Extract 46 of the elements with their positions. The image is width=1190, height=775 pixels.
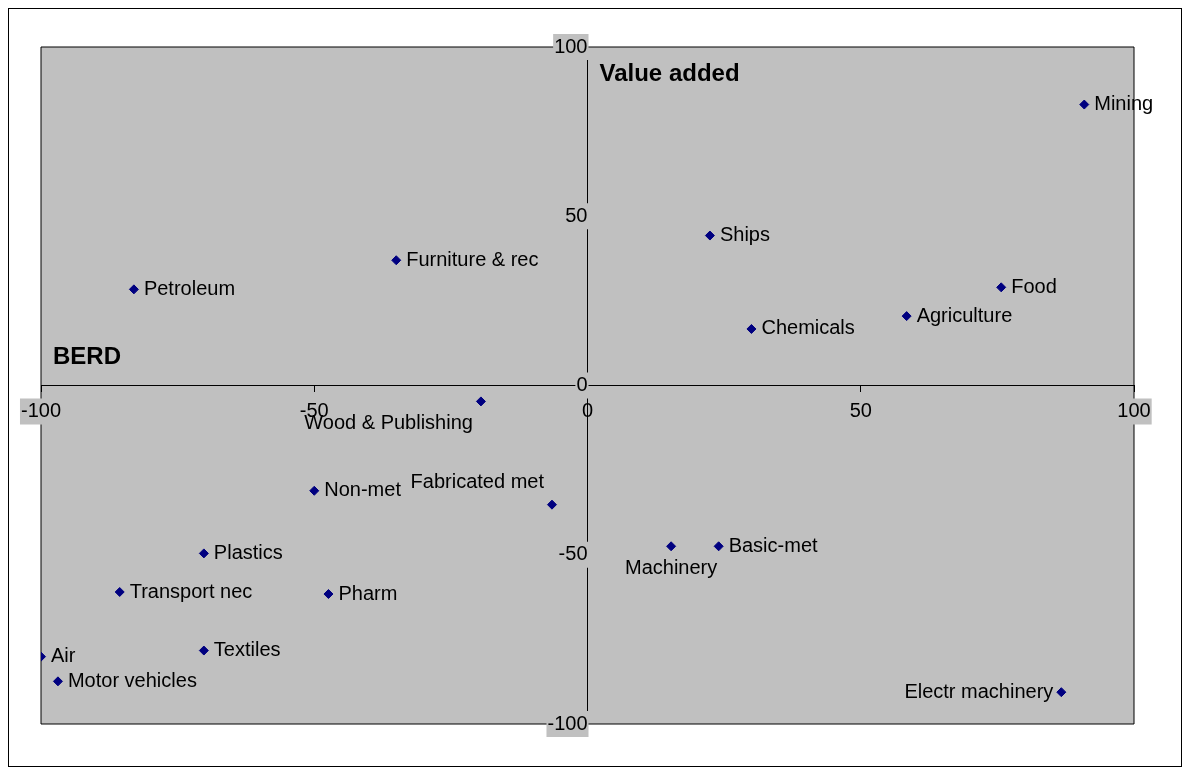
point (666, 541, 677, 552)
series-label: Motor vehicles (67, 668, 197, 691)
series-label: Non-met (324, 478, 402, 501)
point (996, 282, 1007, 293)
series-label: Basic-met (728, 533, 819, 556)
point (1079, 99, 1090, 110)
point (546, 499, 557, 510)
x-axis-title: BERD (53, 342, 122, 370)
point (1056, 687, 1067, 698)
x-tick-label: -100 (20, 399, 62, 422)
point (713, 541, 724, 552)
point (198, 645, 209, 656)
point (198, 548, 209, 559)
point (746, 323, 757, 334)
x-tick-label: 50 (849, 399, 872, 422)
y-tick-label: 100 (554, 34, 588, 57)
series-label: Chemicals (761, 316, 855, 339)
point (128, 284, 139, 295)
series-label: Petroleum (143, 276, 236, 299)
series-label: Machinery (624, 555, 718, 578)
point (114, 586, 125, 597)
series-label: Agriculture (916, 303, 1013, 326)
series-label: Electr machinery (904, 679, 1054, 702)
series-label: Textiles (213, 638, 281, 661)
x-tick-label: 100 (1117, 399, 1151, 422)
y-axis-title: Value added (599, 58, 740, 86)
point (704, 230, 715, 241)
y-tick-label: 0 (576, 373, 588, 396)
y-tick-label: -100 (547, 711, 588, 734)
series-label: Fabricated met (410, 470, 545, 493)
y-tick-label: -50 (558, 542, 588, 565)
y-tick-label: 50 (565, 203, 588, 226)
series-label: Furniture & rec (406, 247, 539, 270)
series-label: Food (1011, 274, 1057, 297)
point (475, 396, 486, 407)
point (391, 255, 402, 266)
series-label: Transport nec (129, 579, 253, 602)
point (323, 589, 334, 600)
series-label: Air (51, 644, 76, 667)
point (309, 485, 320, 496)
series-label: Pharm (338, 581, 398, 604)
point (52, 676, 63, 687)
series-label: Ships (719, 223, 770, 246)
series-label: Plastics (213, 540, 283, 563)
series-label: Mining (1094, 92, 1154, 115)
point (901, 311, 912, 322)
